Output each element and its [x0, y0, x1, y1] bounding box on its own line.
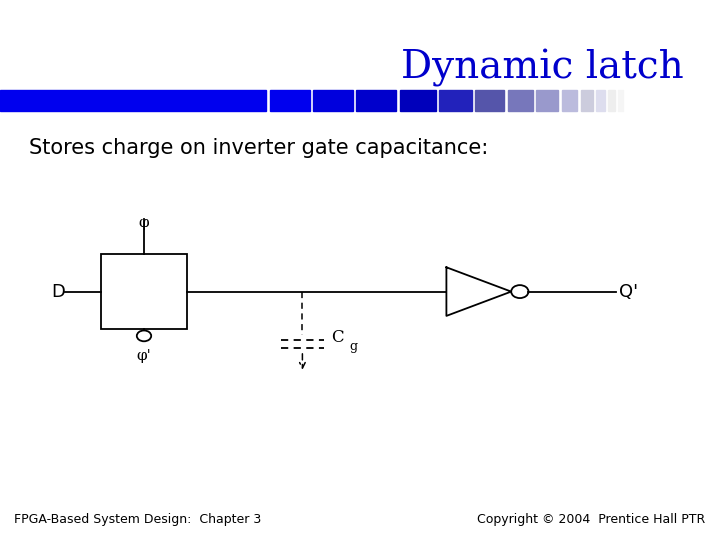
- Text: C: C: [331, 329, 344, 346]
- Bar: [536, 90, 558, 111]
- Text: FPGA-Based System Design:  Chapter 3: FPGA-Based System Design: Chapter 3: [14, 514, 261, 526]
- Text: Dynamic latch: Dynamic latch: [401, 49, 684, 86]
- Bar: [618, 90, 623, 111]
- Text: Stores charge on inverter gate capacitance:: Stores charge on inverter gate capacitan…: [29, 138, 488, 158]
- Bar: [400, 90, 436, 111]
- Text: Q': Q': [619, 282, 639, 301]
- Text: D: D: [51, 282, 65, 301]
- Bar: [508, 90, 533, 111]
- Bar: [596, 90, 605, 111]
- Bar: [562, 90, 577, 111]
- Text: g: g: [349, 340, 357, 353]
- Text: φ': φ': [137, 349, 151, 363]
- Bar: [0, 90, 266, 111]
- Bar: [475, 90, 504, 111]
- Bar: [356, 90, 396, 111]
- Bar: [270, 90, 310, 111]
- Bar: [581, 90, 593, 111]
- Bar: [313, 90, 353, 111]
- Bar: [608, 90, 615, 111]
- Text: Copyright © 2004  Prentice Hall PTR: Copyright © 2004 Prentice Hall PTR: [477, 514, 706, 526]
- Text: φ: φ: [139, 216, 149, 230]
- Bar: [101, 254, 187, 329]
- Bar: [439, 90, 472, 111]
